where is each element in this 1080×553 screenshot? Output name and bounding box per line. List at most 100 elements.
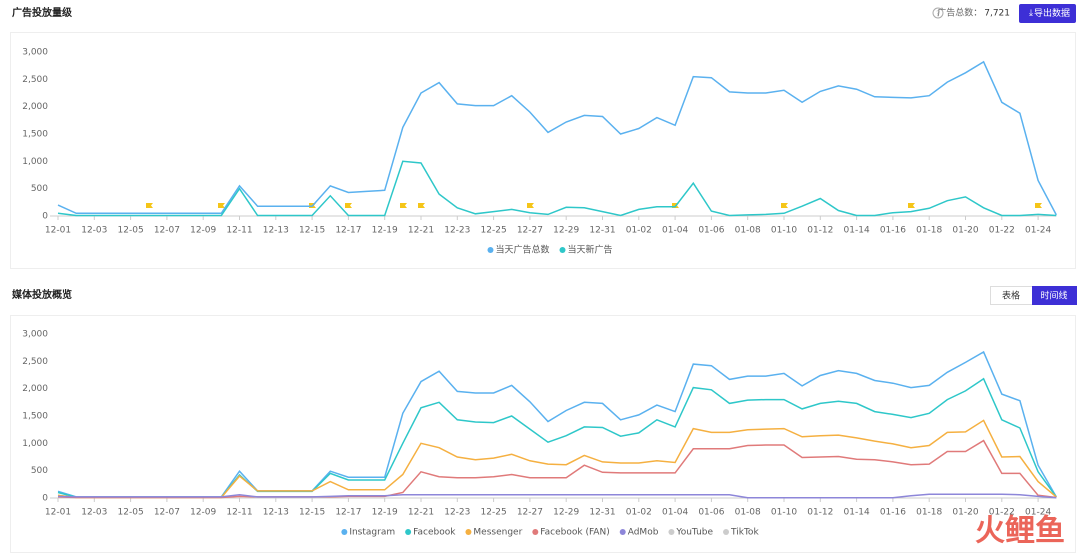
x-tick-label: 12-09 xyxy=(190,226,216,236)
y-tick-label: 1,500 xyxy=(22,130,48,140)
y-tick-label: 2,000 xyxy=(22,384,48,394)
flag xyxy=(309,203,316,212)
download-icon: ⤓ xyxy=(1029,9,1033,19)
x-tick-label: 12-19 xyxy=(372,508,398,518)
x-tick-label: 01-20 xyxy=(952,508,978,518)
series-line xyxy=(57,60,1057,216)
legend-label: TikTok xyxy=(730,528,759,538)
x-tick-label: 01-14 xyxy=(844,226,870,236)
x-tick-label: 01-12 xyxy=(807,508,833,518)
x-tick-label: 12-07 xyxy=(154,508,180,518)
legend-dot xyxy=(405,529,412,535)
x-tick-label: 01-20 xyxy=(952,226,978,236)
total-value: 7,721 xyxy=(984,9,1010,19)
panel xyxy=(10,32,1076,269)
x-tick-label: 01-02 xyxy=(626,226,652,236)
legend-dot xyxy=(559,247,566,253)
x-tick-label: 01-06 xyxy=(698,226,724,236)
total-label: 广告总数： xyxy=(937,7,982,19)
y-tick-label: 1,500 xyxy=(22,412,48,422)
section-title: 广告投放量级 xyxy=(12,6,73,19)
x-tick-label: 12-09 xyxy=(190,508,216,518)
x-tick-label: 01-08 xyxy=(735,226,761,236)
panel xyxy=(10,315,1076,553)
x-tick-label: 12-13 xyxy=(263,508,289,518)
legend-dot xyxy=(341,529,348,535)
legend-dot xyxy=(619,529,626,535)
x-tick-label: 12-03 xyxy=(81,508,107,518)
legend-dot xyxy=(668,529,675,535)
x-tick-label: 12-23 xyxy=(444,508,470,518)
x-tick-label: 12-21 xyxy=(408,508,434,518)
export-button[interactable] xyxy=(1019,4,1076,23)
flag xyxy=(146,203,153,212)
y-tick-label: 3,000 xyxy=(22,48,48,58)
x-tick-label: 12-05 xyxy=(118,226,144,236)
x-tick-label: 12-03 xyxy=(81,226,107,236)
x-tick-label: 01-18 xyxy=(916,226,942,236)
x-tick-label: 01-02 xyxy=(626,508,652,518)
flag xyxy=(781,203,788,212)
tab-label[interactable]: 时间线 xyxy=(1040,290,1067,302)
y-tick-label: 2,500 xyxy=(22,357,48,367)
legend-label: YouTube xyxy=(675,528,713,538)
x-tick-label: 12-11 xyxy=(226,226,252,236)
flags xyxy=(146,203,1042,212)
flag xyxy=(527,203,534,212)
section-title: 媒体投放概览 xyxy=(11,288,72,301)
legend-dot xyxy=(487,247,494,253)
x-tick-label: 01-10 xyxy=(771,508,797,518)
tab[interactable] xyxy=(1032,286,1077,305)
x-tick-label: 01-04 xyxy=(662,508,688,518)
x-tick-label: 12-19 xyxy=(372,226,398,236)
x-tick-label: 12-01 xyxy=(45,508,71,518)
x-tick-label: 12-29 xyxy=(553,226,579,236)
flag xyxy=(400,203,407,212)
series-line xyxy=(57,160,1057,217)
y-tick-label: 0 xyxy=(42,494,48,504)
x-tick-label: 01-10 xyxy=(771,226,797,236)
x-tick-label: 12-15 xyxy=(299,508,325,518)
x-tick-label: 12-31 xyxy=(589,508,615,518)
flag xyxy=(218,203,225,212)
x-tick-label: 01-22 xyxy=(989,226,1015,236)
legend-label: Instagram xyxy=(349,528,395,538)
y-tick-label: 0 xyxy=(42,212,48,222)
x-tick-label: 12-23 xyxy=(444,226,470,236)
x-tick-label: 12-25 xyxy=(481,508,507,518)
x-tick-label: 12-13 xyxy=(263,226,289,236)
x-tick-label: 01-16 xyxy=(880,508,906,518)
tab-label[interactable]: 表格 xyxy=(1002,290,1020,302)
y-tick-label: 2,000 xyxy=(22,102,48,112)
legend-label: AdMob xyxy=(628,528,659,538)
x-tick-label: 12-17 xyxy=(335,226,361,236)
flag xyxy=(418,203,425,212)
export-button-label[interactable]: 导出数据 xyxy=(1034,7,1070,19)
x-tick-label: 12-11 xyxy=(226,508,252,518)
y-tick-label: 500 xyxy=(31,466,48,476)
x-tick-label: 12-17 xyxy=(335,508,361,518)
x-tick-label: 01-24 xyxy=(1025,508,1051,518)
y-tick-label: 500 xyxy=(31,184,48,194)
series-line xyxy=(57,493,1057,499)
x-tick-label: 12-25 xyxy=(481,226,507,236)
flag xyxy=(908,203,915,212)
y-tick-label: 3,000 xyxy=(22,330,48,340)
x-tick-label: 12-07 xyxy=(154,226,180,236)
x-tick-label: 01-24 xyxy=(1025,226,1051,236)
x-tick-label: 01-08 xyxy=(735,508,761,518)
info-icon xyxy=(932,7,944,19)
x-tick-label: 01-22 xyxy=(989,508,1015,518)
flag xyxy=(672,203,679,212)
x-tick-label: 01-06 xyxy=(698,508,724,518)
y-tick-label: 1,000 xyxy=(22,439,48,449)
x-tick-label: 01-04 xyxy=(662,226,688,236)
y-tick-label: 1,000 xyxy=(22,157,48,167)
legend-label: 当天广告总数 xyxy=(495,244,549,256)
x-tick-label: 12-01 xyxy=(45,226,71,236)
flag xyxy=(345,203,352,212)
watermark: 火鲤鱼 xyxy=(975,514,1065,549)
x-tick-label: 12-31 xyxy=(589,226,615,236)
flag xyxy=(1035,203,1042,212)
x-tick-label: 12-27 xyxy=(517,226,543,236)
